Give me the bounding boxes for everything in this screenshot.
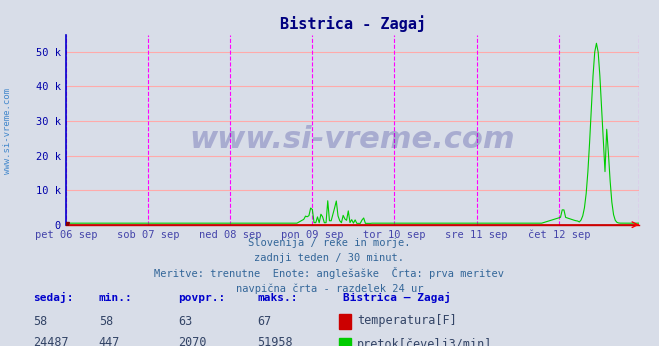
Text: zadnji teden / 30 minut.: zadnji teden / 30 minut. <box>254 253 405 263</box>
Text: Slovenija / reke in morje.: Slovenija / reke in morje. <box>248 238 411 248</box>
Text: 24487: 24487 <box>33 336 69 346</box>
Text: 51958: 51958 <box>257 336 293 346</box>
Text: sedaj:: sedaj: <box>33 292 73 303</box>
Text: povpr.:: povpr.: <box>178 293 225 303</box>
Text: maks.:: maks.: <box>257 293 297 303</box>
Title: Bistrica - Zagaj: Bistrica - Zagaj <box>279 15 426 32</box>
Text: Bistrica – Zagaj: Bistrica – Zagaj <box>343 292 451 303</box>
Text: pretok[čevelj3/min]: pretok[čevelj3/min] <box>357 338 492 346</box>
Text: Meritve: trenutne  Enote: anglešaške  Črta: prva meritev: Meritve: trenutne Enote: anglešaške Črta… <box>154 267 505 279</box>
Text: min.:: min.: <box>99 293 132 303</box>
Text: temperatura[F]: temperatura[F] <box>357 313 457 327</box>
Text: navpična črta - razdelek 24 ur: navpična črta - razdelek 24 ur <box>236 284 423 294</box>
Text: www.si-vreme.com: www.si-vreme.com <box>190 125 515 154</box>
Text: www.si-vreme.com: www.si-vreme.com <box>3 89 13 174</box>
Text: 67: 67 <box>257 315 272 328</box>
Text: 63: 63 <box>178 315 192 328</box>
Text: 2070: 2070 <box>178 336 206 346</box>
Text: 58: 58 <box>99 315 113 328</box>
Text: 447: 447 <box>99 336 120 346</box>
Text: 58: 58 <box>33 315 47 328</box>
